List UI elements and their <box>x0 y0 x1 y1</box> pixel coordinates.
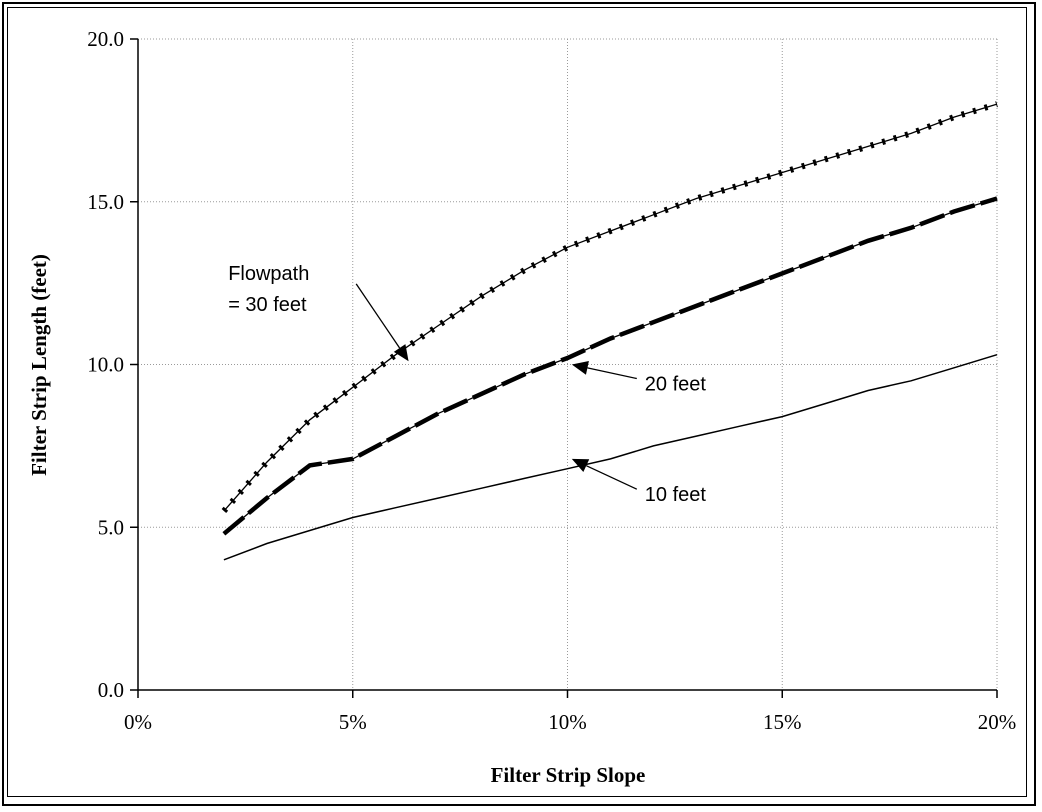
y-tick-label: 10.0 <box>87 353 124 377</box>
annotation-flowpath-10-arrow-head <box>571 458 590 473</box>
y-axis-title: Filter Strip Length (feet) <box>27 254 51 476</box>
y-tick-label: 0.0 <box>98 678 124 702</box>
annotation-flowpath-30-line: = 30 feet <box>228 294 307 316</box>
x-tick-label: 20% <box>978 710 1017 734</box>
series-line-dashed <box>222 196 998 536</box>
series-line-dotted-core <box>223 103 998 512</box>
annotation-flowpath-20-arrow-shaft <box>587 367 637 380</box>
x-tick-label: 15% <box>763 710 802 734</box>
annotation-flowpath-30-line: Flowpath <box>228 263 309 285</box>
y-tick-label: 20.0 <box>87 27 124 51</box>
x-axis-title: Filter Strip Slope <box>491 763 646 787</box>
axes <box>130 38 998 698</box>
annotation-flowpath-20-arrow-head <box>571 361 589 375</box>
y-tick-label: 15.0 <box>87 190 124 214</box>
x-tick-label: 0% <box>124 710 152 734</box>
x-tick-label: 5% <box>339 710 367 734</box>
series-line-solid <box>223 353 998 561</box>
annotation-flowpath-20-line: 20 feet <box>645 374 707 396</box>
x-tick-label: 10% <box>548 710 587 734</box>
series-line-dotted <box>221 101 998 513</box>
series-group <box>221 101 998 561</box>
annotation-flowpath-30-arrow-head <box>393 344 409 362</box>
annotation-flowpath-10-line: 10 feet <box>645 484 707 506</box>
annotation-flowpath-30-arrow-shaft <box>355 283 401 349</box>
inner-frame <box>7 7 1027 797</box>
series-line-dashed-core <box>223 197 998 535</box>
annotation-flowpath-10-arrow-shaft <box>586 465 638 490</box>
annotations: Flowpath = 30 feet 20 feet 10 feet <box>228 263 706 506</box>
grid <box>138 38 998 690</box>
y-tick-label: 5.0 <box>98 515 124 539</box>
tick-labels: 0.0 5.0 10.0 15.0 20.0 0% 5% 10% 15% 20% <box>87 27 1016 734</box>
